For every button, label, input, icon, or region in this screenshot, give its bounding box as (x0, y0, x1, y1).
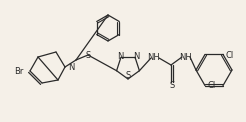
Text: Cl: Cl (226, 51, 234, 60)
Text: S: S (85, 51, 91, 60)
Text: NH: NH (179, 52, 191, 61)
Text: N: N (68, 62, 74, 71)
Text: Cl: Cl (208, 81, 216, 90)
Text: S: S (125, 71, 131, 81)
Text: N: N (117, 52, 123, 61)
Text: Br: Br (14, 66, 24, 76)
Text: NH: NH (148, 54, 160, 62)
Text: S: S (169, 81, 175, 90)
Text: N: N (133, 52, 139, 61)
